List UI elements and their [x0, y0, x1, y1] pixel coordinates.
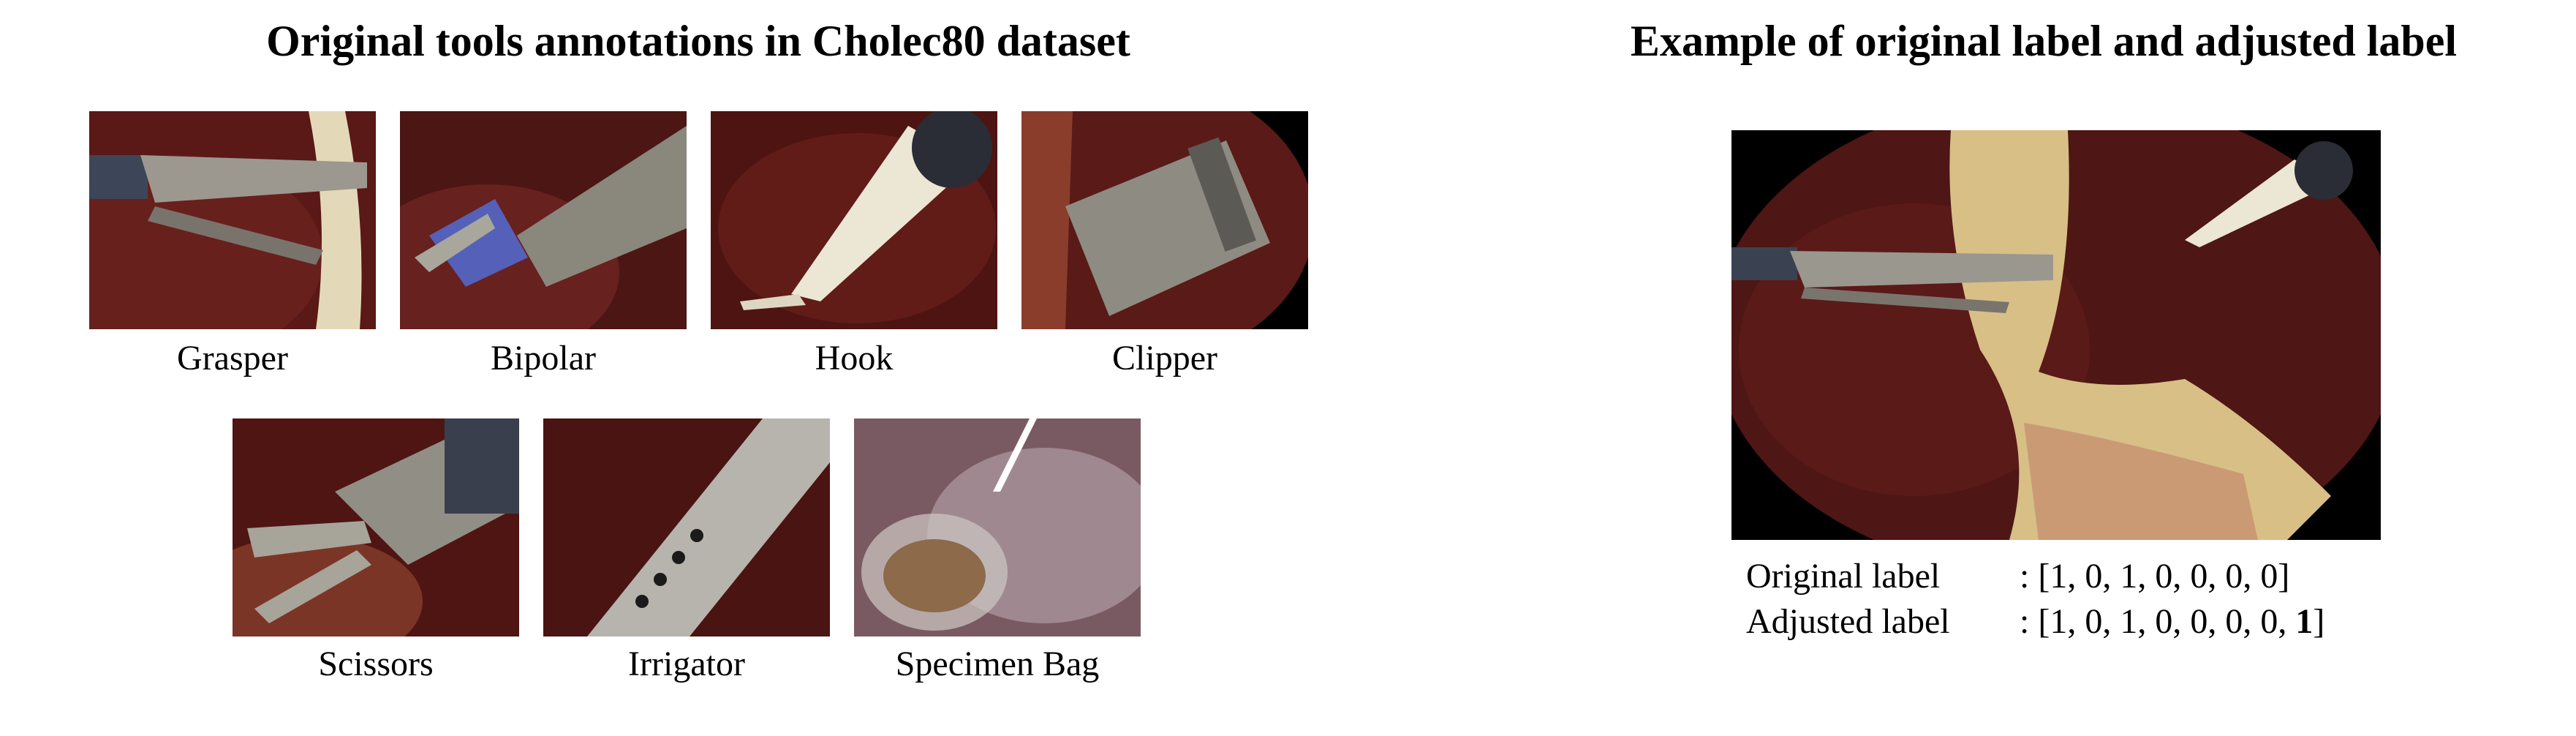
original-label-name: Original label — [1746, 557, 1941, 596]
right-panel-title: Example of original label and adjusted l… — [1630, 17, 2458, 65]
clipper-caption: Clipper — [1112, 339, 1217, 378]
grasper-caption: Grasper — [177, 339, 288, 378]
adjusted-label-row: Adjusted label : [1, 0, 1, 0, 0, 0, 0, 1] — [1746, 601, 2324, 642]
scissors-caption: Scissors — [318, 645, 434, 683]
grasper-tool-image — [89, 111, 376, 329]
original-label-value: : [1, 0, 1, 0, 0, 0, 0] — [2020, 557, 2290, 596]
adjusted-label-new-bit: 1 — [2295, 602, 2314, 641]
bipolar-caption: Bipolar — [491, 339, 596, 378]
adjusted-label-prefix: : [1, 0, 1, 0, 0, 0, 0, — [2020, 602, 2296, 641]
example-surgical-frame — [1731, 130, 2381, 540]
irrigator-caption: Irrigator — [628, 645, 745, 683]
irrigator-tool-image — [543, 418, 830, 637]
hook-tool-image — [711, 111, 997, 329]
specimen-bag-caption: Specimen Bag — [895, 645, 1100, 683]
adjusted-label-value: : [1, 0, 1, 0, 0, 0, 0, 1] — [2020, 601, 2324, 642]
clipper-tool-image — [1021, 111, 1308, 329]
adjusted-label-name: Adjusted label — [1746, 602, 1950, 641]
bipolar-tool-image — [400, 111, 687, 329]
adjusted-label-suffix: ] — [2313, 602, 2325, 641]
hook-caption: Hook — [815, 339, 894, 378]
scissors-tool-image — [233, 418, 519, 637]
specimen-bag-tool-image — [854, 418, 1141, 637]
original-label-row: Original label : [1, 0, 1, 0, 0, 0, 0] — [1746, 556, 2289, 596]
left-panel-title: Original tools annotations in Cholec80 d… — [266, 17, 1130, 65]
